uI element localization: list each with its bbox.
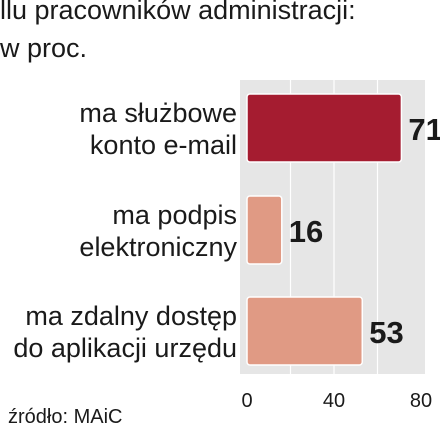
category-label: ma zdalny dostęp do aplikacji urzędu bbox=[13, 301, 237, 363]
category-label-line: ma służbowe bbox=[79, 98, 237, 128]
header-line-1: llu pracowników administracji: bbox=[0, 0, 356, 25]
tick-label: 40 bbox=[323, 390, 345, 412]
bar bbox=[246, 195, 283, 265]
category-label-line: konto e-mail bbox=[90, 130, 237, 160]
value-label: 71 bbox=[408, 112, 440, 147]
category-label-line: ma podpis bbox=[112, 200, 237, 230]
tick-label: 80 bbox=[410, 390, 432, 412]
bar bbox=[246, 296, 364, 366]
source-note: źródło: MAiC bbox=[8, 406, 123, 428]
category-label: ma służbowe konto e-mail bbox=[79, 98, 237, 160]
category-label-line: do aplikacji urzędu bbox=[13, 333, 237, 363]
tick-label: 0 bbox=[241, 390, 252, 412]
category-label-line: ma zdalny dostęp bbox=[25, 301, 237, 331]
value-label: 53 bbox=[369, 315, 403, 350]
header-line-2: w proc. bbox=[0, 33, 88, 63]
value-label: 16 bbox=[289, 214, 323, 249]
bar bbox=[246, 93, 403, 163]
category-label: ma podpis elektroniczny bbox=[79, 200, 237, 262]
category-label-line: elektroniczny bbox=[79, 232, 237, 262]
